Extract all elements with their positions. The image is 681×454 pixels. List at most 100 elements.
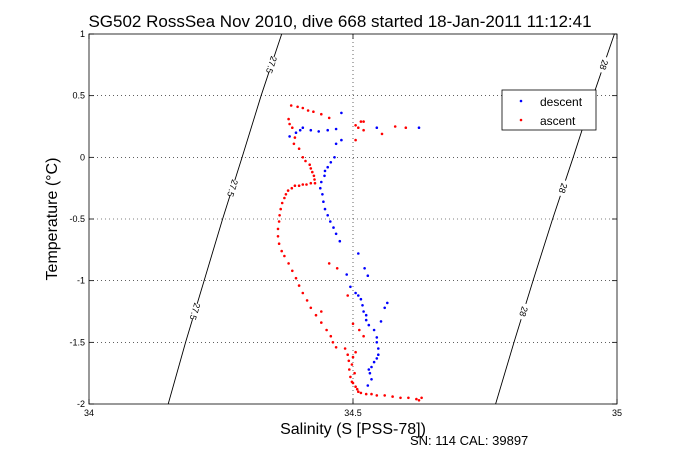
y-tick-label: -1.5	[69, 337, 85, 347]
descent-point	[366, 274, 370, 278]
descent-point	[379, 320, 383, 323]
descent-point	[298, 128, 302, 132]
x-tick-label: 35	[612, 408, 622, 418]
ascent-point	[276, 227, 280, 231]
y-tick-label: 0	[80, 152, 85, 162]
descent-point	[329, 161, 333, 164]
ascent-point	[293, 184, 297, 187]
calibration-footer: SN: 114 CAL: 39897	[410, 433, 528, 448]
descent-point	[357, 252, 360, 255]
ascent-point	[331, 341, 335, 344]
ascent-point	[305, 299, 309, 302]
ascent-point	[354, 138, 357, 142]
descent-point	[340, 111, 343, 115]
descent-point	[361, 304, 364, 307]
ascent-point	[276, 235, 280, 238]
ascent-point	[420, 396, 423, 400]
descent-point	[354, 291, 357, 295]
ascent-point	[291, 126, 294, 129]
contour-label-bg	[225, 179, 240, 198]
legend-label-descent: descent	[540, 95, 583, 109]
descent-point	[323, 169, 327, 173]
contour-label-bg	[516, 302, 531, 321]
ascent-point	[296, 105, 299, 109]
descent-point	[377, 347, 380, 350]
y-tick-label: 1	[80, 29, 85, 39]
descent-point	[319, 186, 322, 190]
legend-marker-descent	[519, 99, 523, 103]
ascent-point	[353, 371, 356, 375]
ascent-point	[301, 156, 305, 159]
descent-point	[326, 165, 330, 169]
ascent-point	[309, 306, 313, 310]
descent-point	[340, 138, 343, 142]
ascent-point	[329, 334, 333, 338]
descent-point	[334, 142, 338, 146]
x-axis-ticks: 34 34.5 35	[84, 34, 622, 418]
contour-label: 27.5	[264, 55, 279, 75]
descent-point	[364, 318, 368, 322]
ascent-point	[359, 120, 363, 123]
ascent-point	[320, 112, 323, 116]
ascent-point	[350, 363, 354, 366]
ascent-point	[297, 284, 301, 287]
ascent-point	[354, 350, 357, 354]
contour-label: 28	[557, 182, 570, 195]
descent-point	[359, 297, 363, 301]
ascent-point	[294, 276, 298, 280]
ascent-point	[355, 387, 359, 391]
ascent-point	[289, 104, 293, 107]
ascent-point	[320, 310, 323, 313]
ascent-point	[304, 159, 307, 163]
ascent-point	[293, 136, 297, 139]
descent-point	[334, 127, 338, 131]
descent-point	[367, 323, 371, 327]
descent-point	[349, 285, 352, 289]
ascent-point	[334, 346, 338, 349]
y-tick-label: -1	[77, 276, 85, 286]
legend-box	[501, 89, 597, 131]
ascent-point	[309, 167, 313, 170]
descent-point	[320, 180, 323, 184]
descent-point	[366, 384, 370, 387]
ascent-point	[283, 254, 286, 258]
legend: descent ascent	[501, 89, 597, 131]
ascent-point	[335, 267, 339, 270]
descent-point	[323, 207, 327, 211]
ascent-point	[407, 396, 410, 400]
ascent-point	[297, 184, 301, 187]
ascent-point	[417, 399, 421, 402]
contour-label-bg	[555, 179, 571, 198]
descent-point	[375, 357, 379, 360]
ascent-point	[362, 120, 365, 123]
ascent-point	[297, 147, 301, 150]
ascent-point	[350, 380, 354, 384]
descent-point	[417, 126, 421, 129]
descent-point	[362, 310, 365, 313]
ascent-point	[375, 394, 379, 397]
ascent-point	[278, 214, 281, 217]
contour-label: 27.5	[188, 302, 203, 322]
descent-point	[377, 353, 380, 357]
ascent-point	[320, 321, 323, 324]
descent-point	[322, 200, 325, 203]
ascent-point	[312, 174, 316, 178]
descent-point	[357, 294, 360, 297]
ascent-point	[362, 128, 365, 132]
ascent-point	[305, 183, 308, 186]
y-tick-label: -2	[77, 399, 85, 409]
descent-point	[321, 193, 324, 196]
descent-point	[363, 267, 366, 270]
ascent-point	[287, 262, 290, 265]
descent-point	[386, 301, 389, 305]
chart-title: SG502 RossSea Nov 2010, dive 668 started…	[88, 12, 591, 31]
legend-label-ascent: ascent	[540, 114, 576, 128]
ascent-series	[276, 104, 423, 402]
ascent-point	[357, 390, 360, 394]
ascent-point	[325, 328, 328, 332]
ascent-point	[277, 220, 281, 223]
descent-point	[309, 128, 313, 132]
ascent-point	[348, 368, 351, 371]
ascent-point	[301, 291, 305, 295]
ascent-point	[301, 106, 305, 110]
